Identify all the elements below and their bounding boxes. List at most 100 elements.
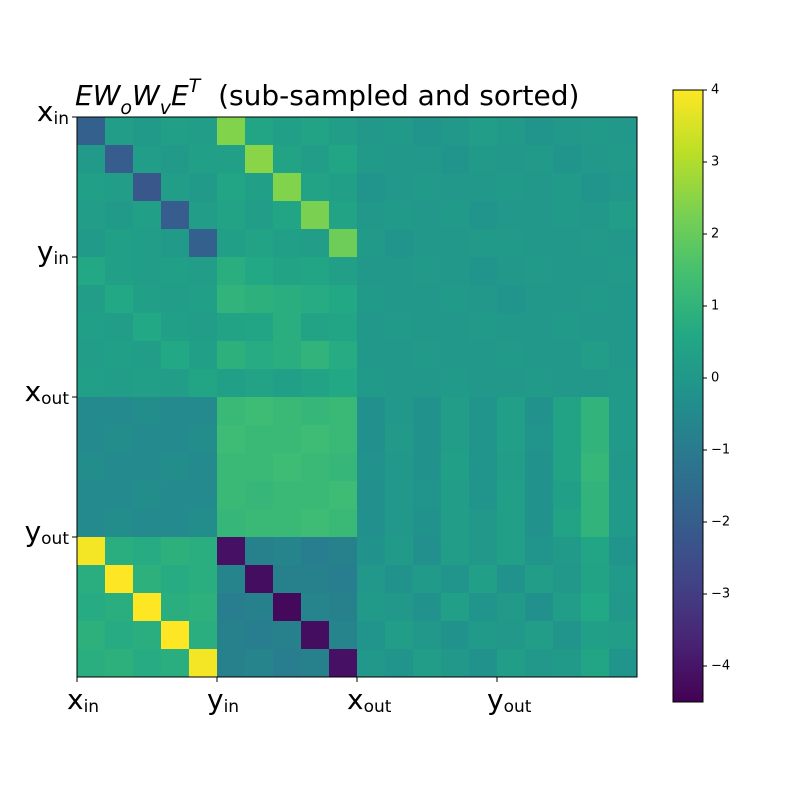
heatmap-cell xyxy=(273,313,302,342)
heatmap-cell xyxy=(413,649,442,678)
heatmap-cell xyxy=(161,257,190,286)
heatmap-cell xyxy=(357,341,386,370)
heatmap-cell xyxy=(329,649,358,678)
heatmap-cell xyxy=(77,313,106,342)
heatmap-cell xyxy=(77,201,106,230)
heatmap-cell xyxy=(413,341,442,370)
heatmap-cell xyxy=(189,453,218,482)
colorbar-tick-label: −3 xyxy=(711,587,730,602)
heatmap-cell xyxy=(525,453,554,482)
heatmap-cell xyxy=(609,201,638,230)
heatmap-cell xyxy=(357,509,386,538)
heatmap-cell xyxy=(553,397,582,426)
chart-title-part: W xyxy=(132,79,161,112)
heatmap-cell xyxy=(581,229,610,258)
heatmap-cell xyxy=(525,341,554,370)
heatmap-cell xyxy=(413,173,442,202)
heatmap-cell xyxy=(217,201,246,230)
heatmap-cell xyxy=(413,537,442,566)
heatmap-cell xyxy=(441,621,470,650)
heatmap-cell xyxy=(217,257,246,286)
heatmap-cell xyxy=(105,229,134,258)
heatmap-cell xyxy=(273,341,302,370)
heatmap-cell xyxy=(553,229,582,258)
heatmap-cell xyxy=(609,285,638,314)
heatmap-cell xyxy=(133,201,162,230)
heatmap-cell xyxy=(245,341,274,370)
heatmap-cell xyxy=(77,173,106,202)
heatmap-cell xyxy=(245,229,274,258)
heatmap-cell xyxy=(189,145,218,174)
heatmap-cell xyxy=(469,341,498,370)
heatmap-cell xyxy=(497,285,526,314)
heatmap-cell xyxy=(217,397,246,426)
heatmap-cell xyxy=(301,173,330,202)
heatmap-cell xyxy=(189,117,218,146)
heatmap-cell xyxy=(329,145,358,174)
heatmap-cell xyxy=(161,509,190,538)
heatmap-cell xyxy=(413,285,442,314)
heatmap-cell xyxy=(161,481,190,510)
heatmap-cell xyxy=(133,369,162,398)
heatmap-cell xyxy=(189,537,218,566)
heatmap-cell xyxy=(273,397,302,426)
x-tick-label-main: x xyxy=(347,683,364,716)
heatmap-cell xyxy=(497,509,526,538)
heatmap-cell xyxy=(189,593,218,622)
heatmap-cell xyxy=(217,537,246,566)
heatmap-cell xyxy=(553,173,582,202)
heatmap-cell xyxy=(329,481,358,510)
x-tick-label: yout xyxy=(487,683,532,717)
heatmap-cell xyxy=(105,369,134,398)
heatmap-cell xyxy=(385,201,414,230)
heatmap-cell xyxy=(357,201,386,230)
heatmap-cell xyxy=(189,397,218,426)
heatmap-cell xyxy=(133,481,162,510)
heatmap-cell xyxy=(385,173,414,202)
heatmap-cell xyxy=(273,257,302,286)
heatmap-cell xyxy=(189,173,218,202)
heatmap-cell xyxy=(105,453,134,482)
heatmap-cell xyxy=(301,621,330,650)
heatmap-cell xyxy=(301,453,330,482)
heatmap-cell xyxy=(77,453,106,482)
heatmap-cell xyxy=(161,369,190,398)
heatmap-cell xyxy=(469,565,498,594)
heatmap-cell xyxy=(105,593,134,622)
heatmap-cell xyxy=(329,257,358,286)
heatmap-cell xyxy=(329,537,358,566)
heatmap-cell xyxy=(133,117,162,146)
heatmap-cell xyxy=(77,425,106,454)
heatmap-cell xyxy=(609,565,638,594)
heatmap-cell xyxy=(385,425,414,454)
x-tick-label-sub: out xyxy=(364,697,392,717)
heatmap-cell xyxy=(413,145,442,174)
heatmap-cell xyxy=(553,145,582,174)
heatmap-cell xyxy=(217,341,246,370)
heatmap-cell xyxy=(385,481,414,510)
heatmap-cell xyxy=(217,509,246,538)
heatmap-cell xyxy=(329,201,358,230)
heatmap-cell xyxy=(329,173,358,202)
heatmap-cell xyxy=(553,257,582,286)
heatmap-cell xyxy=(469,509,498,538)
chart-title-part: (sub-sampled and sorted) xyxy=(200,79,579,112)
heatmap-cell xyxy=(77,257,106,286)
heatmap-cell xyxy=(301,229,330,258)
chart-title-part: E xyxy=(171,79,189,112)
heatmap-cell xyxy=(581,201,610,230)
heatmap-cell xyxy=(581,537,610,566)
heatmap-cell xyxy=(609,341,638,370)
heatmap-cell xyxy=(273,537,302,566)
y-tick-label: yout xyxy=(25,515,70,549)
heatmap-cell xyxy=(357,481,386,510)
heatmap-cell xyxy=(413,117,442,146)
heatmap-cell xyxy=(105,173,134,202)
heatmap-cell xyxy=(329,313,358,342)
heatmap-cell xyxy=(189,425,218,454)
heatmap-cell xyxy=(413,313,442,342)
heatmap-cell xyxy=(133,649,162,678)
y-tick-label-sub: out xyxy=(41,529,69,549)
colorbar-tick-label: 4 xyxy=(711,83,719,98)
heatmap-cell xyxy=(553,537,582,566)
